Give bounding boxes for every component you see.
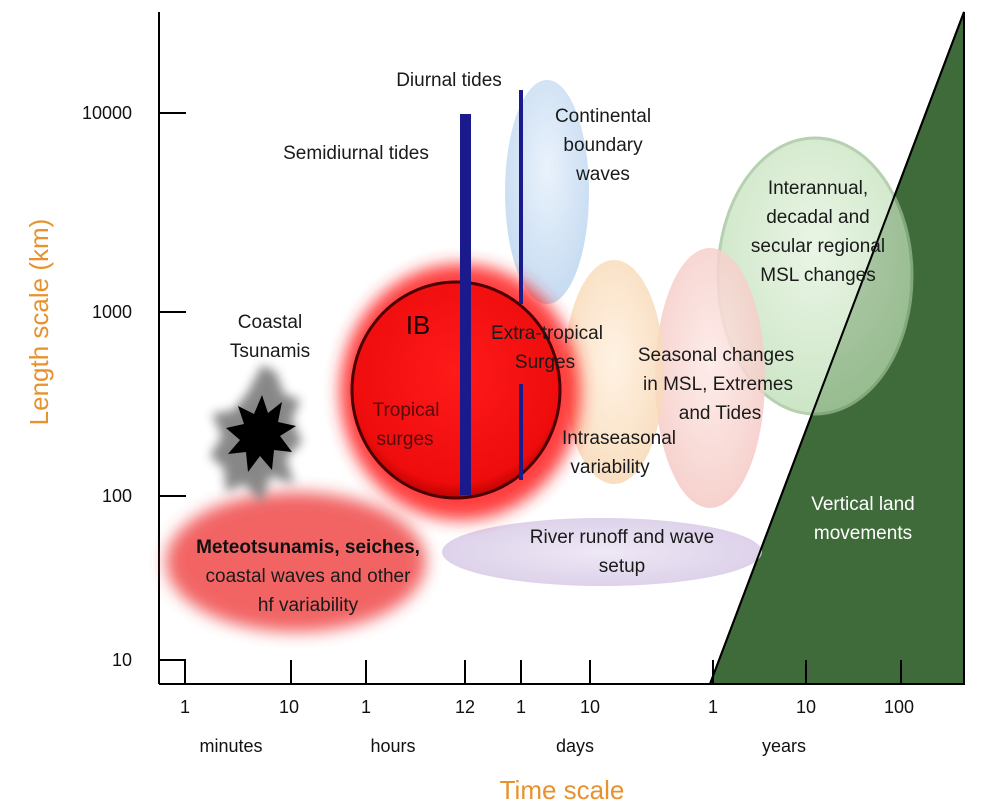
x-unit-minutes: minutes	[199, 736, 262, 756]
continental-label-2: boundary	[563, 135, 643, 156]
semidiurnal-tides-label: Semidiurnal tides	[283, 143, 429, 164]
x-tick-label: 10	[279, 697, 299, 717]
tropical-disc	[350, 280, 562, 500]
meteotsunami-glow	[166, 492, 426, 632]
tsunami-burst-icon	[226, 395, 296, 472]
x-tick-label: 1	[180, 697, 190, 717]
river-runoff-label-1: River runoff and wave	[530, 527, 714, 548]
y-tick-label: 10	[112, 650, 132, 670]
coastal-tsunamis-label-1: Coastal	[238, 312, 302, 333]
diurnal-tides-label: Diurnal tides	[396, 70, 502, 91]
interannual-label-4: MSL changes	[760, 265, 875, 286]
interannual-label-1: Interannual,	[768, 178, 868, 199]
x-tick-label: 12	[455, 697, 475, 717]
x-unit-days: days	[556, 736, 594, 756]
river-runoff-label-2: setup	[599, 556, 645, 577]
y-tick-label: 100	[102, 486, 132, 506]
seasonal-label-1: Seasonal changes	[638, 345, 794, 366]
continental-ellipse	[505, 80, 589, 304]
semidiurnal-tide-bar	[460, 114, 471, 495]
vertical-land-label-2: movements	[814, 523, 912, 544]
x-tick-label: 10	[796, 697, 816, 717]
river-runoff-ellipse	[442, 518, 762, 586]
seasonal-label-3: and Tides	[679, 403, 761, 424]
tropical-label-1: Tropical	[373, 400, 440, 421]
interannual-label-3: secular regional	[751, 236, 885, 257]
ib-label: IB	[406, 310, 431, 340]
x-unit-years: years	[762, 736, 806, 756]
land-boundary-line	[709, 11, 965, 685]
y-tick-label: 10000	[82, 103, 132, 123]
continental-label-1: Continental	[555, 106, 651, 127]
x-tick-label: 1	[516, 697, 526, 717]
intraseasonal-label-1: Intraseasonal	[562, 428, 676, 449]
continental-label-3: waves	[575, 164, 630, 185]
meteotsunamis-label-2: coastal waves and other	[206, 566, 412, 587]
seasonal-label-2: in MSL, Extremes	[643, 374, 793, 395]
seasonal-ellipse	[655, 248, 765, 508]
extra-tropical-label-1: Extra-tropical	[491, 323, 603, 344]
tropical-label-2: surges	[376, 429, 433, 450]
y-axis-title: Length scale (km)	[24, 219, 54, 426]
x-tick-label: 100	[884, 697, 914, 717]
x-tick-label: 1	[708, 697, 718, 717]
meteotsunamis-label-1: Meteotsunamis, seiches,	[196, 537, 420, 558]
coastal-tsunamis-label-2: Tsunamis	[230, 341, 310, 362]
meteotsunamis-label-3: hf variability	[258, 595, 359, 616]
x-tick-label: 10	[580, 697, 600, 717]
interannual-label-2: decadal and	[766, 207, 870, 228]
y-tick-label: 1000	[92, 302, 132, 322]
intraseasonal-label-2: variability	[570, 457, 650, 478]
x-tick-label: 1	[361, 697, 371, 717]
vertical-land-label-1: Vertical land	[811, 494, 915, 515]
intraseasonal-ellipse	[564, 260, 664, 484]
extra-tropical-label-2: Surges	[515, 352, 575, 373]
diurnal-tide-bar-lower	[519, 384, 523, 480]
x-unit-hours: hours	[370, 736, 415, 756]
diurnal-tide-bar-upper	[519, 90, 523, 304]
x-axis-title: Time scale	[500, 775, 625, 805]
